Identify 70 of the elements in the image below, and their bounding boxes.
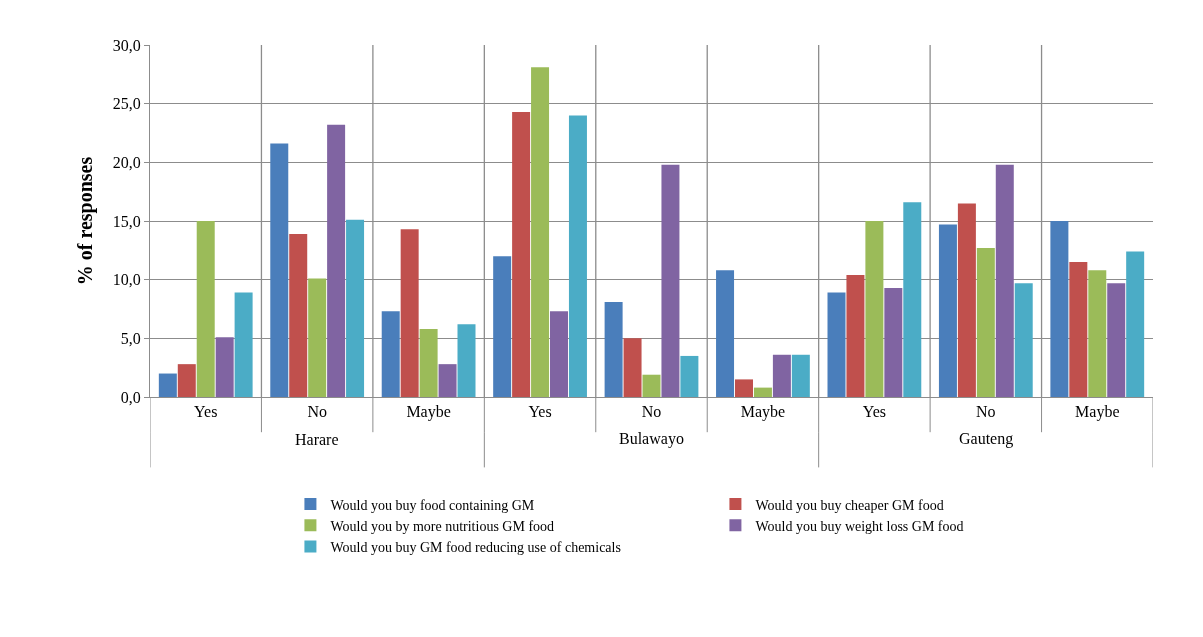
bar xyxy=(512,111,531,397)
bar xyxy=(957,203,976,397)
bar xyxy=(995,164,1014,397)
legend-label: Would you buy weight loss GM food xyxy=(755,518,964,534)
y-tick-label: 0,0 xyxy=(120,388,141,406)
x-tick-label: Maybe xyxy=(740,403,786,422)
bar xyxy=(308,278,327,397)
bar xyxy=(884,287,903,397)
bar xyxy=(457,324,476,397)
bar xyxy=(419,328,438,397)
bar xyxy=(550,311,568,397)
bar xyxy=(327,124,346,397)
bar xyxy=(716,270,735,397)
bar xyxy=(661,164,680,397)
text: Harare xyxy=(295,431,339,448)
bar xyxy=(215,337,234,397)
bar xyxy=(381,311,400,397)
bar xyxy=(680,355,699,397)
y-tick-label: 30,0 xyxy=(112,36,141,54)
legend-label: Would you buy food containing GM xyxy=(330,497,535,513)
bar xyxy=(623,338,642,397)
bar xyxy=(346,219,365,397)
bar xyxy=(1107,283,1126,397)
bar xyxy=(270,143,289,397)
legend-label: Would you by more nutritious GM food xyxy=(330,518,555,534)
y-tick-label: 25,0 xyxy=(112,95,141,113)
bar xyxy=(1069,262,1088,397)
bar xyxy=(938,224,957,397)
text: Bulawayo xyxy=(619,430,684,448)
bar xyxy=(177,364,196,397)
bar xyxy=(568,115,587,397)
bar xyxy=(400,229,419,397)
bar xyxy=(735,379,753,397)
bar xyxy=(196,221,215,397)
y-tick-label: 10,0 xyxy=(112,271,141,289)
x-tick-label: No xyxy=(307,403,327,421)
bar xyxy=(827,292,846,397)
bar xyxy=(531,67,550,397)
y-tick-label: 20,0 xyxy=(112,153,141,171)
bar xyxy=(1050,221,1069,397)
legend-label: Would you buy GM food reducing use of chemicals xyxy=(330,539,621,555)
bar xyxy=(1126,251,1145,397)
bar xyxy=(753,387,772,397)
bar xyxy=(438,364,457,397)
x-tick-label: Maybe xyxy=(406,403,451,422)
bar xyxy=(642,374,661,397)
legend-label: Would you buy cheaper GM food xyxy=(755,497,944,513)
bar xyxy=(1088,270,1107,397)
x-tick-label: Yes xyxy=(194,403,218,421)
x-tick-label: Yes xyxy=(528,403,552,421)
bar xyxy=(865,221,884,397)
bar xyxy=(976,247,995,397)
bar xyxy=(1014,283,1033,397)
bar xyxy=(604,301,623,397)
bar xyxy=(903,202,922,397)
bar xyxy=(791,354,810,397)
y-tick-label: 15,0 xyxy=(112,212,141,230)
x-tick-label: Maybe xyxy=(1075,403,1120,422)
y-axis-title: % of responses xyxy=(74,156,98,286)
y-tick-label: 5,0 xyxy=(120,329,141,347)
bar xyxy=(493,256,512,397)
bar xyxy=(772,354,791,397)
text: Gauteng xyxy=(959,430,1014,448)
x-tick-label: No xyxy=(641,403,662,421)
x-tick-label: Yes xyxy=(862,403,887,421)
bar xyxy=(289,233,308,397)
x-tick-label: No xyxy=(976,403,996,421)
bar xyxy=(846,274,865,397)
bar xyxy=(158,373,177,397)
bar xyxy=(234,292,253,397)
